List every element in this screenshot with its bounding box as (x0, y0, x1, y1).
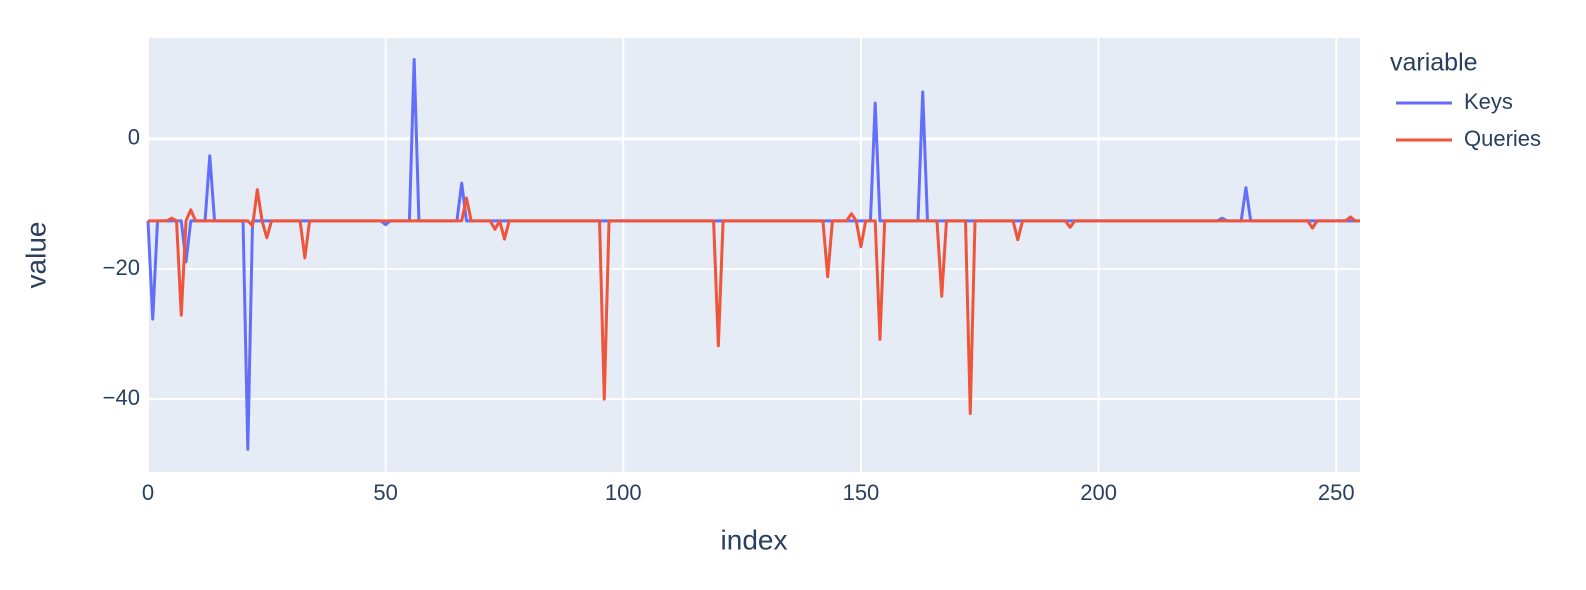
plot-background (148, 38, 1360, 472)
legend-title: variable (1390, 49, 1478, 77)
y-tick-label: 0 (128, 125, 140, 150)
x-tick-label: 200 (1080, 480, 1117, 505)
x-tick-label: 250 (1318, 480, 1355, 505)
x-tick-label: 0 (142, 480, 154, 505)
x-tick-label: 150 (843, 480, 880, 505)
x-axis-title: index (721, 524, 788, 555)
x-tick-label: 50 (373, 480, 397, 505)
line-series (148, 188, 1360, 415)
x-tick-label: 100 (605, 480, 642, 505)
y-tick-label: −40 (103, 385, 140, 410)
legend-label: Keys (1464, 89, 1513, 114)
y-axis-title: value (20, 222, 51, 289)
legend-label: Queries (1464, 126, 1541, 151)
y-tick-label: −20 (103, 255, 140, 280)
